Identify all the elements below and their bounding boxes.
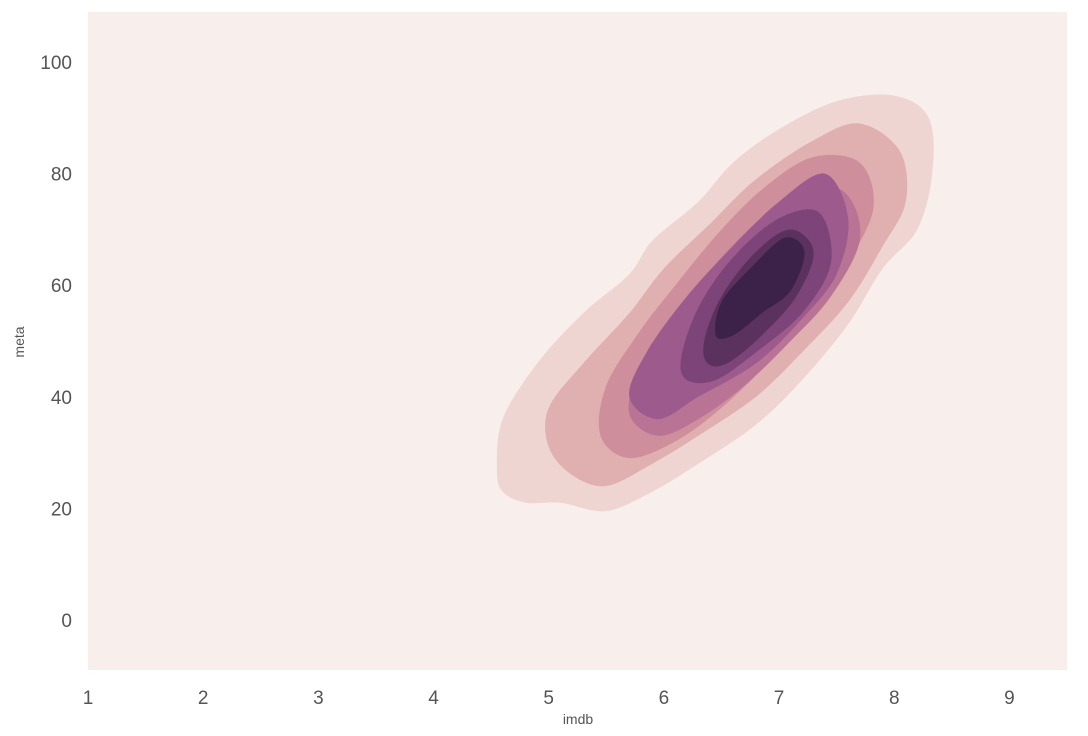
- contour-level-8: [714, 237, 805, 339]
- x-tick-label: 3: [313, 688, 324, 709]
- y-tick-label: 20: [51, 499, 72, 520]
- x-axis-label: imdb: [563, 711, 594, 727]
- x-tick-label: 1: [83, 688, 94, 709]
- x-tick-label: 5: [543, 688, 554, 709]
- x-tick-label: 8: [889, 688, 900, 709]
- y-tick-label: 0: [61, 611, 72, 632]
- x-tick-label: 9: [1004, 688, 1015, 709]
- y-tick-label: 100: [40, 53, 72, 74]
- y-tick-label: 60: [51, 276, 72, 297]
- y-tick-label: 40: [51, 388, 72, 409]
- x-tick-label: 2: [198, 688, 209, 709]
- y-tick-labels: 0 20 40 60 80 100: [40, 53, 72, 632]
- contour-group: [496, 94, 934, 512]
- x-tick-labels: 1 2 3 4 5 6 7 8 9: [83, 688, 1015, 709]
- x-tick-label: 4: [428, 688, 439, 709]
- x-tick-label: 6: [659, 688, 670, 709]
- y-axis-label: meta: [11, 326, 27, 357]
- y-tick-label: 80: [51, 165, 72, 186]
- x-tick-label: 7: [774, 688, 785, 709]
